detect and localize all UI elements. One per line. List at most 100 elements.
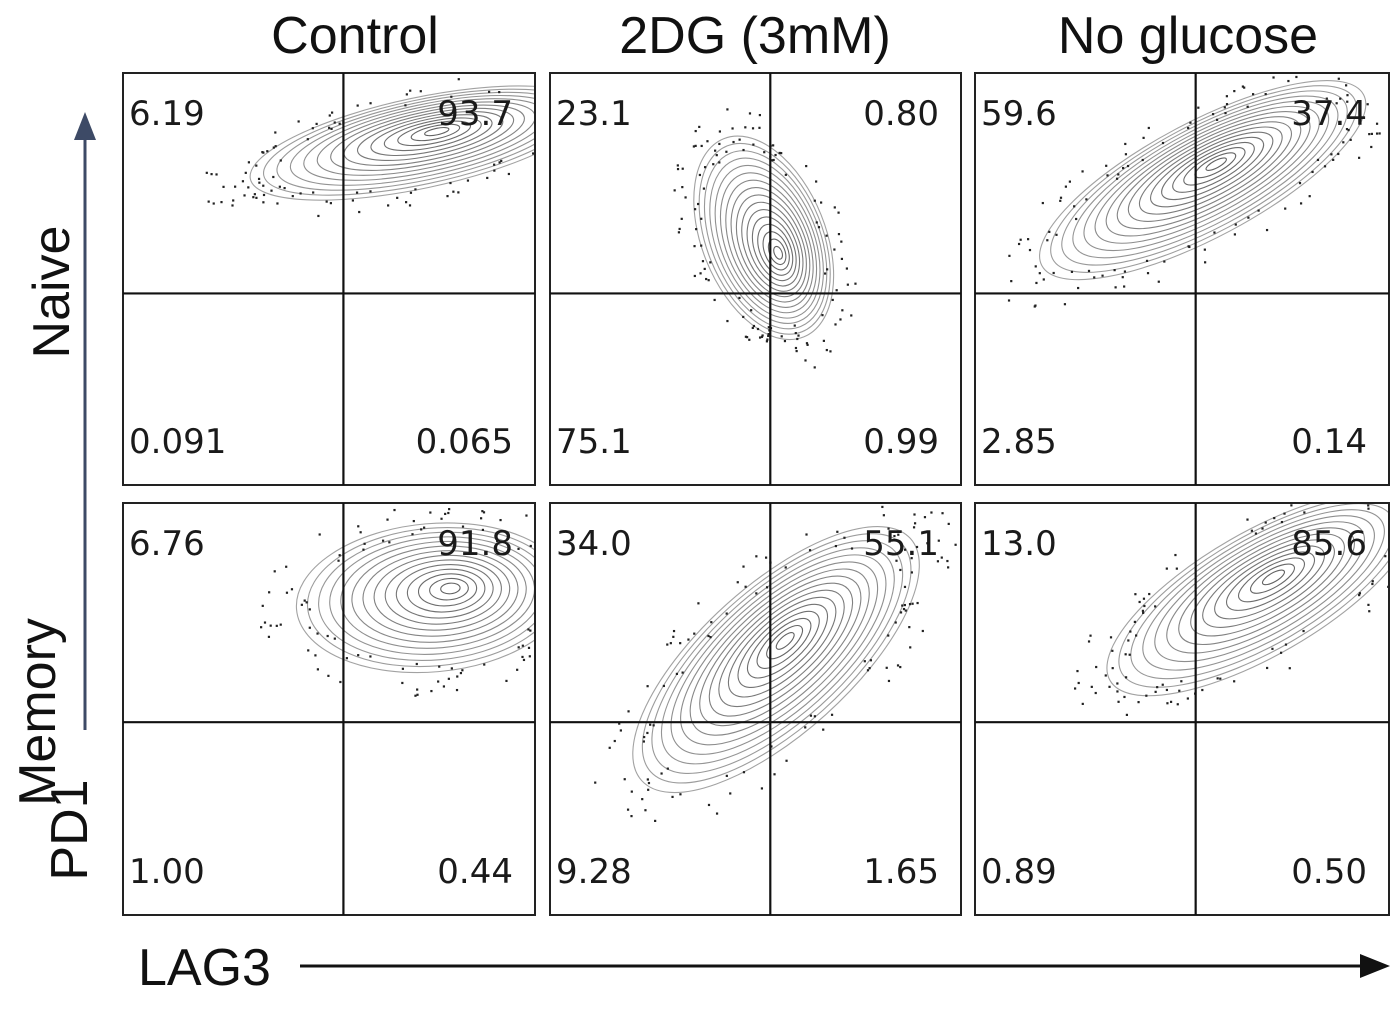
- event-dot: [1033, 305, 1036, 308]
- event-dot: [1154, 690, 1157, 693]
- event-dot: [231, 204, 234, 207]
- event-dot: [1116, 682, 1119, 685]
- event-dot: [1252, 93, 1255, 96]
- x-axis-arrowhead: [1360, 954, 1390, 978]
- event-dot: [908, 626, 911, 629]
- event-dot: [1367, 504, 1370, 507]
- event-dot: [220, 201, 223, 204]
- event-dot: [244, 171, 247, 174]
- event-dot: [307, 649, 310, 652]
- event-dot: [772, 144, 775, 147]
- event-dot: [910, 571, 913, 574]
- event-dot: [541, 523, 543, 525]
- event-dot: [817, 226, 821, 229]
- quadrant-value-upper-left: 34.0: [556, 524, 632, 564]
- event-dot: [1233, 680, 1236, 683]
- contour-line: [1106, 503, 1389, 697]
- column-title-2dg: 2DG (3mM): [619, 7, 891, 65]
- quadrant-value-lower-right: 0.99: [863, 422, 939, 462]
- event-dot: [750, 309, 753, 312]
- event-dot: [1157, 280, 1160, 283]
- event-dot: [901, 604, 904, 607]
- event-dot: [1176, 703, 1179, 706]
- event-dot: [1077, 286, 1080, 290]
- event-dot: [241, 180, 245, 183]
- event-dot: [1384, 555, 1387, 558]
- event-dot: [359, 531, 362, 534]
- event-dot: [571, 633, 573, 635]
- event-dot: [507, 172, 510, 176]
- event-dot: [1161, 683, 1164, 686]
- event-dot: [1163, 260, 1166, 263]
- event-dot: [825, 234, 828, 237]
- contour-line: [303, 98, 535, 181]
- event-dot: [763, 151, 766, 154]
- event-dot: [1261, 527, 1264, 530]
- event-dot: [815, 221, 818, 224]
- event-dot: [830, 713, 834, 716]
- event-dot: [1211, 113, 1215, 116]
- event-dot: [480, 517, 483, 520]
- event-dot: [1125, 713, 1129, 716]
- event-dot: [393, 508, 396, 512]
- event-dot: [1323, 165, 1327, 168]
- event-dot: [1290, 504, 1293, 507]
- event-dot: [608, 746, 611, 749]
- event-dot: [1397, 511, 1399, 513]
- event-dot: [308, 626, 311, 629]
- event-dot: [499, 518, 502, 522]
- event-dot: [767, 334, 770, 338]
- event-dot: [297, 120, 300, 123]
- contour-line: [1039, 80, 1367, 281]
- quadrant-value-lower-left: 0.091: [129, 422, 226, 462]
- contour-line: [1226, 551, 1315, 611]
- event-dot: [583, 599, 585, 601]
- contour-cloud: [1007, 73, 1381, 308]
- event-dot: [794, 332, 797, 335]
- event-dot: [1201, 688, 1204, 692]
- event-dot: [916, 601, 919, 605]
- event-dot: [268, 591, 271, 594]
- event-dot: [396, 196, 399, 199]
- event-dot: [305, 601, 308, 604]
- event-dot: [1048, 230, 1051, 233]
- event-dot: [1378, 132, 1381, 135]
- event-dot: [672, 629, 676, 633]
- event-dot: [660, 772, 663, 775]
- event-dot: [718, 161, 721, 164]
- event-dot: [1148, 592, 1151, 596]
- event-dot: [742, 565, 745, 568]
- event-dot: [766, 338, 769, 341]
- event-dot: [521, 644, 524, 647]
- contour-line: [757, 223, 794, 276]
- event-dot: [1128, 653, 1131, 656]
- quadrant-value-upper-left: 13.0: [981, 524, 1057, 564]
- event-dot: [1234, 223, 1237, 226]
- event-dot: [1101, 274, 1104, 277]
- event-dot: [912, 526, 916, 529]
- event-dot: [1224, 112, 1227, 115]
- event-dot: [444, 512, 447, 516]
- event-dot: [1116, 690, 1119, 693]
- event-dot: [1059, 199, 1062, 202]
- event-dot: [707, 803, 711, 807]
- event-dot: [539, 532, 541, 534]
- event-dot: [726, 319, 729, 323]
- event-dot: [330, 127, 333, 130]
- contour-line: [383, 117, 482, 152]
- quadrant-value-lower-right: 1.65: [863, 852, 939, 892]
- event-dot: [1358, 156, 1361, 159]
- contour-line: [741, 201, 804, 292]
- event-dot: [805, 533, 808, 536]
- event-dot: [528, 655, 531, 658]
- event-dot: [1340, 498, 1342, 500]
- panel-naive-0: 6.19 93.7 0.091 0.065: [122, 72, 536, 486]
- event-dot: [1161, 141, 1165, 145]
- event-dot: [1279, 651, 1283, 654]
- quadrant-value-lower-right: 0.50: [1291, 852, 1367, 892]
- event-dot: [765, 586, 769, 589]
- event-dot: [232, 199, 235, 202]
- event-dot: [338, 554, 341, 557]
- event-dot: [1104, 674, 1107, 677]
